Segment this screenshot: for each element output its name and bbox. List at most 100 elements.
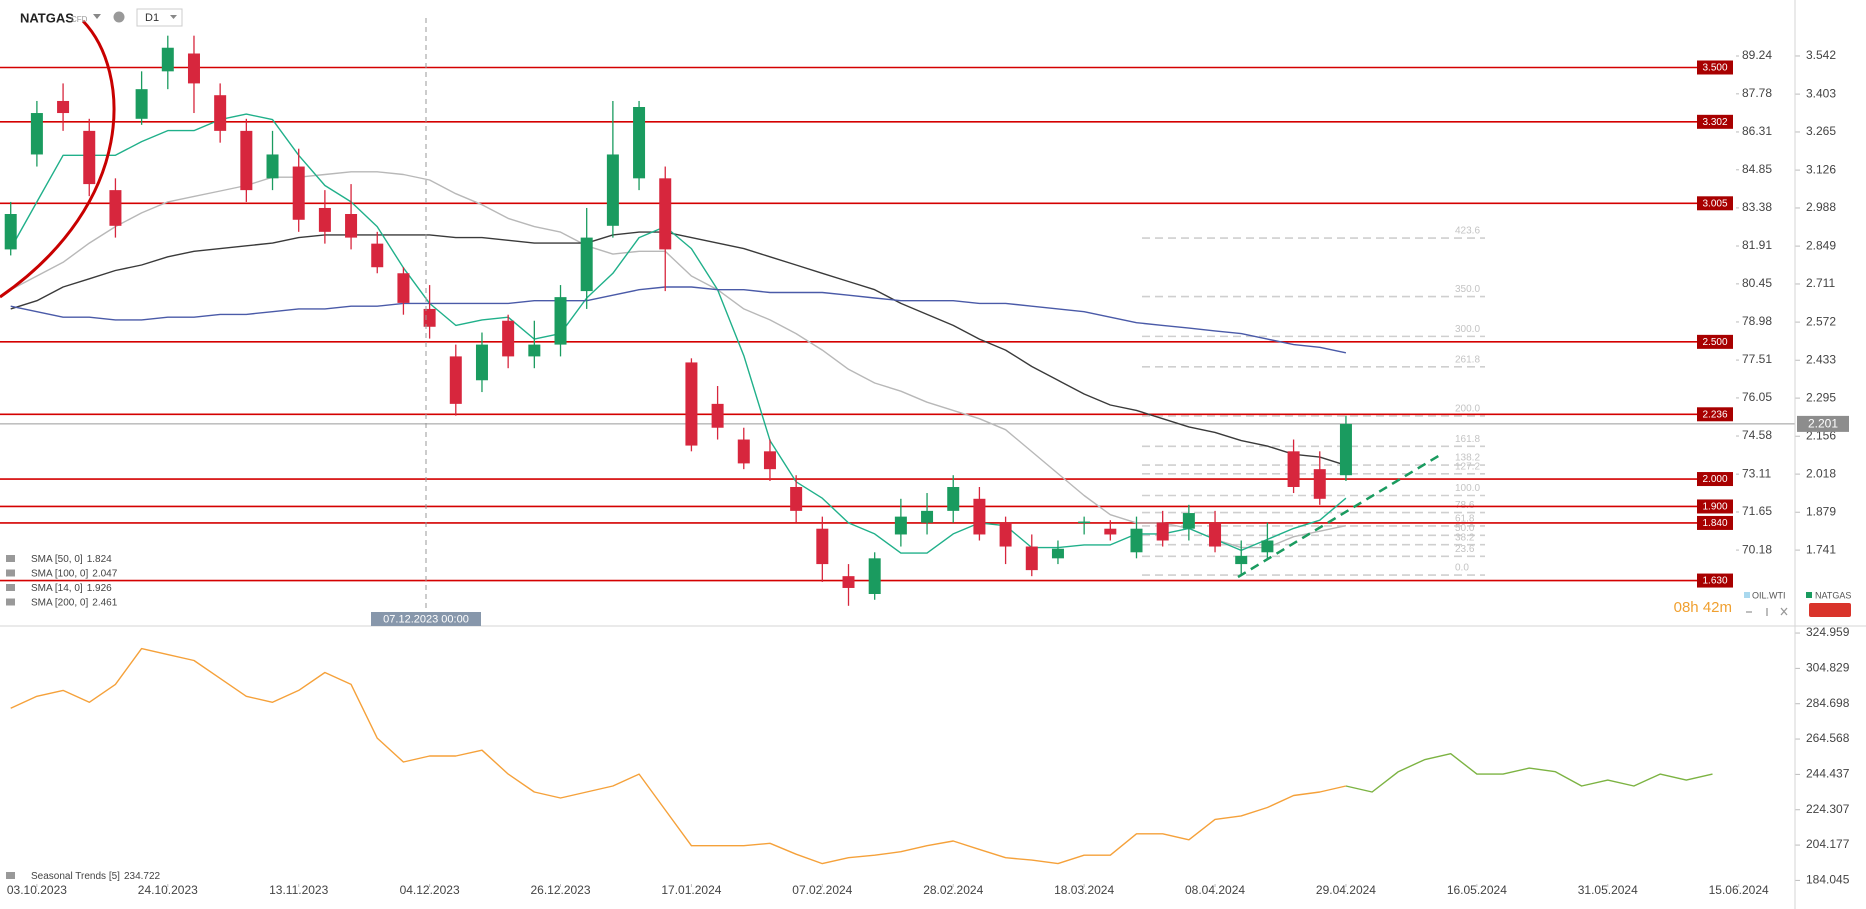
level-label-bg (1697, 573, 1733, 588)
candle-body (83, 130, 96, 185)
y-tick-label: 2.849 (1806, 238, 1836, 252)
y-tick-label: 3.542 (1806, 48, 1836, 62)
x-tick-label: 15.06.2024 (1709, 883, 1769, 897)
x-tick-label: 07.02.2024 (792, 883, 852, 897)
y2-tick-label: 77.51 (1742, 352, 1772, 366)
x-tick-label: 26.12.2023 (530, 883, 590, 897)
timer: 08h 42m (1674, 599, 1732, 616)
y-tick-label: 224.307 (1806, 802, 1850, 816)
level-label: 3.302 (1702, 117, 1727, 128)
crosshair-label: 07.12.2023 00:00 (383, 613, 469, 625)
y2-tick-label: 71.65 (1742, 504, 1772, 518)
candle-body (345, 214, 358, 238)
y-tick-label: 2.711 (1806, 276, 1835, 290)
candle-body (1104, 528, 1117, 535)
sma-line (10, 171, 1347, 549)
instrument-legend[interactable]: OIL.WTI (1752, 590, 1786, 600)
timeframe-box[interactable] (136, 8, 183, 27)
legend-value: 234.722 (124, 871, 161, 882)
sma-line (10, 286, 1347, 354)
candle-body (57, 100, 70, 114)
symbol[interactable]: NATGAS (20, 10, 74, 25)
grid-layer: 423.6 350.0 300.0 261.8 200.0 161.8 138.2127.2… (0, 55, 1800, 887)
annotation-ellipse (0, 19, 116, 299)
candle-body (1235, 555, 1248, 565)
symbol-dropdown[interactable] (93, 14, 101, 19)
x-tick-label: 31.05.2024 (1578, 883, 1638, 897)
y2-tick-label: 78.98 (1742, 314, 1772, 328)
y-tick-label: 1.879 (1806, 504, 1836, 518)
level-label: 2.236 (1702, 409, 1727, 420)
legend-icon (6, 569, 15, 577)
level-label-bg (1697, 114, 1733, 129)
candle-body (528, 344, 541, 357)
candle-body (737, 439, 750, 464)
candle-body (1025, 546, 1038, 571)
fib-label: 300.0 (1455, 324, 1480, 335)
x-tick-label: 03.10.2023 (7, 883, 67, 897)
legend-name: SMA [100, 0] (31, 568, 88, 579)
x-tick-label: 13.11.2023 (269, 883, 328, 897)
instrument-controls[interactable] (1809, 603, 1851, 617)
timeframe[interactable]: D1 (145, 12, 159, 24)
seasonal-line (10, 647, 1347, 865)
y-tick-label: 2.988 (1806, 200, 1836, 214)
candle-body (894, 516, 907, 535)
level-label-bg (1697, 515, 1733, 530)
level-label-bg (1697, 60, 1733, 75)
candle-body (1313, 469, 1326, 499)
seasonal-line (1345, 753, 1713, 793)
info-icon[interactable] (113, 11, 125, 23)
current-price-label: 2.201 (1808, 417, 1838, 431)
instrument-icons[interactable] (1746, 607, 1788, 616)
timeframe-dropdown[interactable] (170, 15, 177, 19)
legend-icon (6, 598, 15, 606)
level-label: 2.000 (1702, 474, 1727, 485)
legend-name: Seasonal Trends [5] (31, 871, 120, 882)
instrument-legend[interactable]: NATGAS (1815, 590, 1851, 600)
instrument-swatch (1744, 592, 1750, 598)
candle-layer (4, 35, 1352, 606)
candle-body (1051, 548, 1064, 559)
candle-body (187, 53, 200, 84)
market: CFD (71, 15, 88, 24)
fib-label: 161.8 (1455, 434, 1480, 445)
candle-body (371, 243, 384, 268)
candle-body (292, 166, 305, 220)
fib-label: 50.0 (1455, 523, 1475, 534)
y2-tick-label: 84.85 (1742, 162, 1772, 176)
candle-body (240, 130, 253, 191)
candle-body (947, 486, 960, 511)
fib-label: 78.6 (1455, 500, 1475, 511)
y-tick-label: 3.265 (1806, 124, 1836, 138)
candle-body (659, 178, 672, 250)
x-tick-label: 18.03.2024 (1054, 883, 1114, 897)
candle-body (816, 528, 829, 565)
level-label: 1.900 (1702, 502, 1727, 513)
fib-label: 127.2 (1455, 461, 1480, 472)
candle-body (502, 320, 515, 357)
y-tick-label: 2.156 (1806, 428, 1836, 442)
y-tick-label: 1.741 (1806, 542, 1836, 556)
y2-tick-label: 89.24 (1742, 48, 1772, 62)
candle-body (161, 47, 174, 72)
candle-body (868, 558, 881, 594)
y-tick-label: 304.829 (1806, 661, 1850, 675)
fib-label: 423.6 (1455, 226, 1480, 237)
candle-body (266, 154, 279, 179)
y2-tick-label: 73.11 (1742, 466, 1771, 480)
candle-body (423, 308, 436, 327)
y-tick-label: 2.018 (1806, 466, 1836, 480)
candle-body (580, 237, 593, 292)
candle-body (109, 190, 122, 226)
candle-body (1287, 451, 1300, 487)
candle-body (842, 576, 855, 588)
x-tick-label: 29.04.2024 (1316, 883, 1376, 897)
level-label-bg (1697, 334, 1733, 349)
legend-value: 1.926 (87, 583, 112, 594)
fib-label: 61.8 (1455, 514, 1475, 525)
y-tick-label: 2.572 (1806, 314, 1836, 328)
level-label: 2.500 (1702, 337, 1727, 348)
